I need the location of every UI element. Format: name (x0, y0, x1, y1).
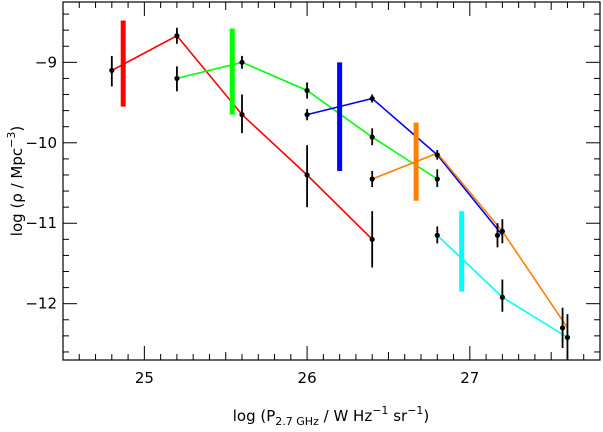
plot-frame (62, 1, 601, 361)
y-tick-label: −9 (35, 53, 57, 71)
y-tick-label: −12 (25, 295, 57, 313)
x-tick-label: 27 (460, 369, 479, 387)
data-point (174, 33, 180, 39)
y-axis-label: log (ρ / Mpc−3) (5, 126, 26, 236)
y-tick-label: −11 (25, 214, 57, 232)
data-point (369, 176, 375, 182)
axis-ticks (62, 2, 601, 360)
range-bars (120, 20, 465, 292)
data-point (434, 152, 440, 158)
tick-labels: 25 26 27 −9 −10 −11 −12 (25, 53, 479, 387)
data-point (559, 325, 566, 331)
y-tick-label: −10 (25, 134, 57, 152)
data-point (499, 294, 505, 300)
data-point (304, 172, 310, 178)
data-point (499, 228, 505, 234)
data-point (109, 67, 115, 73)
data-point (174, 75, 180, 82)
data-points (109, 33, 571, 341)
data-point (494, 232, 501, 238)
data-point (239, 59, 245, 65)
data-point (304, 87, 310, 94)
x-tick-label: 26 (298, 369, 317, 387)
data-point (369, 236, 375, 242)
x-axis-label: log (P2.7 GHz / W Hz−1 sr−1) (233, 404, 430, 428)
data-point (239, 112, 245, 118)
series-line-3 (371, 152, 569, 329)
x-tick-label: 25 (135, 369, 154, 387)
data-point (369, 134, 375, 140)
data-point (434, 232, 440, 238)
data-point (369, 95, 375, 102)
data-point (434, 176, 440, 182)
data-point (564, 334, 571, 341)
data-point (304, 112, 310, 118)
